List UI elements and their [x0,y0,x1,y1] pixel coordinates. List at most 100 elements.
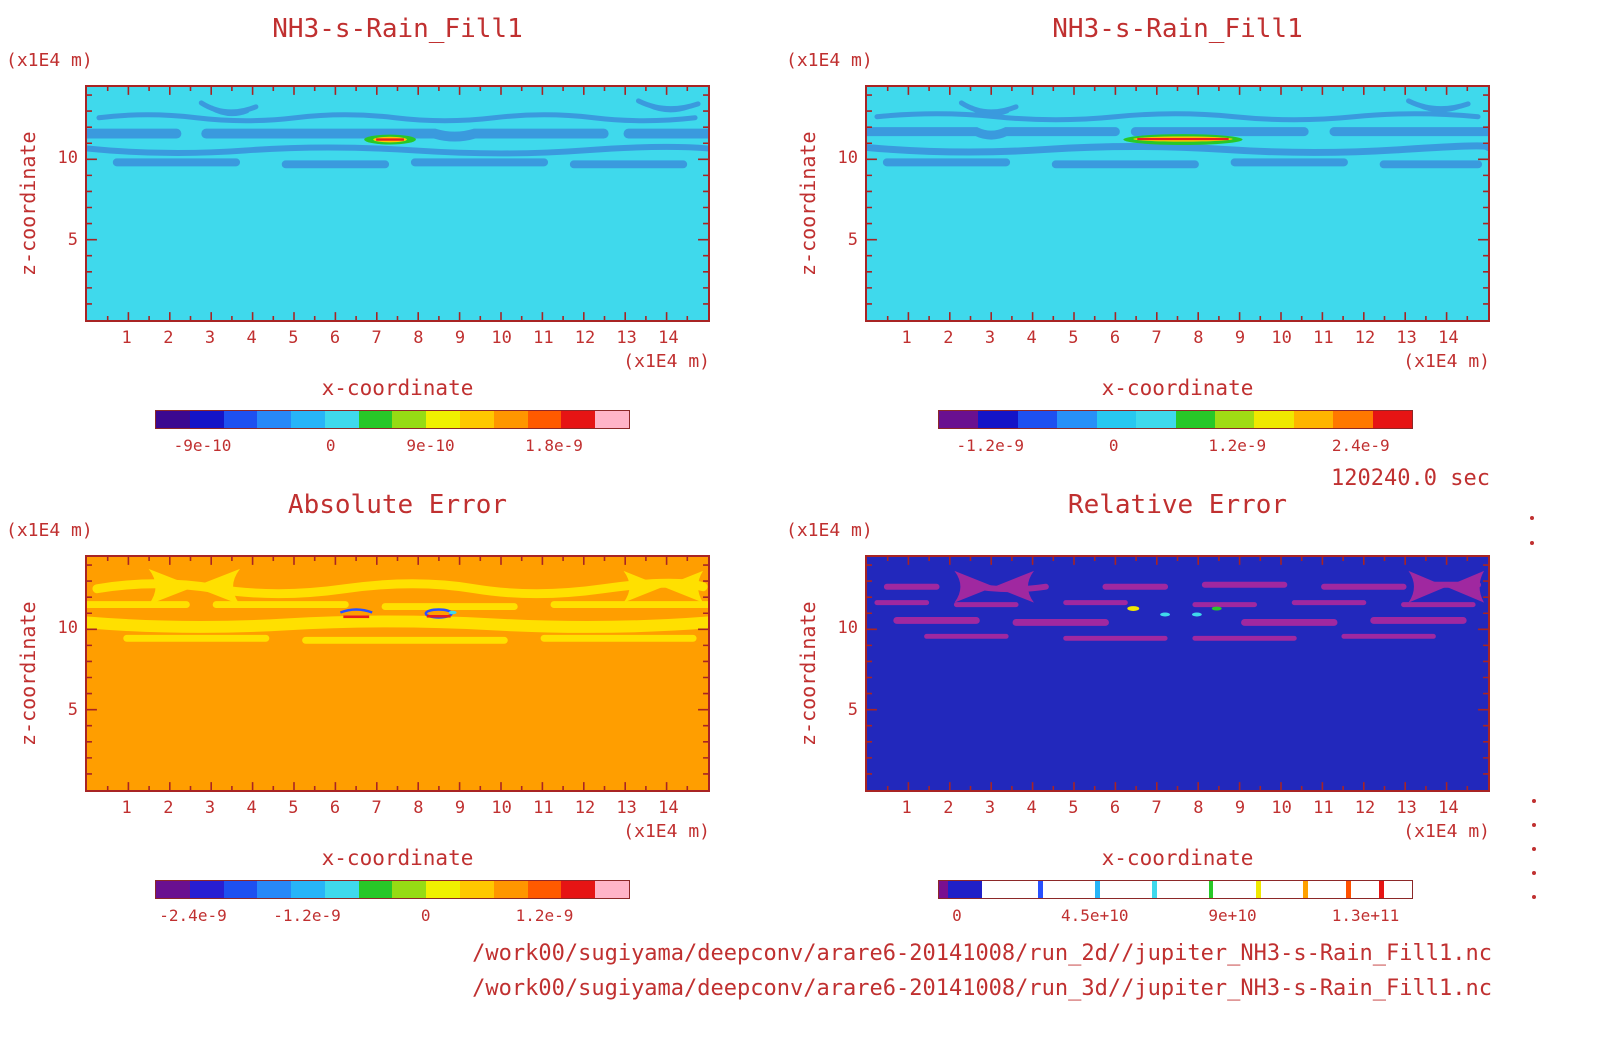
x-axis-unit: (x1E4 m) [623,821,710,842]
colorbar-segment [948,881,982,898]
x-tick-label: 7 [371,798,382,818]
plot-area [865,555,1490,792]
x-tick-label: 5 [1068,798,1079,818]
colorbar-tick-label: -1.2e-9 [273,906,341,925]
colorbar-segment [1260,881,1304,898]
colorbar-segment [358,881,393,898]
x-tick-label: 8 [1193,328,1204,348]
x-tick-label: 14 [1438,798,1459,818]
colorbar-segment [189,411,224,428]
colorbar-tick-label: -2.4e-9 [159,906,227,925]
y-tick-label: 5 [67,230,78,251]
stray-dot [1532,871,1536,875]
x-axis-unit: (x1E4 m) [1403,821,1490,842]
colorbar-segment [493,411,528,428]
x-tick-label: 3 [204,328,216,348]
y-axis-label: z-coordinate [796,131,820,276]
contour-field [867,557,1488,790]
contour-bands [874,581,1482,641]
page-title: NH3-s-Rain_Fill1 [1052,14,1303,44]
colorbar-segment [595,411,629,428]
colorbar-tick-label: 9e-10 [406,436,455,455]
y-tick-label: 10 [57,148,78,169]
y-axis-unit: (x1E4 m) [6,520,93,541]
contour-field [87,87,708,320]
y-tick-label: 10 [57,618,78,639]
colorbar-segment [257,411,292,428]
x-tick-label: 2 [163,798,174,818]
x-tick-label: 10 [491,328,512,348]
colorbar-segment [1303,881,1308,898]
x-tick-label: 6 [329,798,341,818]
x-tick-label: 6 [1109,798,1121,818]
colorbar-segment [1038,881,1044,898]
y-axis-label: z-coordinate [796,601,820,746]
colorbar-segment [1151,881,1157,898]
x-tick-label: 3 [204,798,216,818]
x-tick-label: 13 [1396,328,1417,348]
colorbar-segment [981,881,1039,898]
y-tick-label: 10 [837,148,858,169]
colorbar-segment [1096,411,1137,428]
x-tick-label: 9 [454,798,466,818]
colorbar-segment [223,881,258,898]
y-tick-label: 5 [847,230,858,251]
x-tick-label: 3 [984,328,996,348]
colorbar-segment [324,881,359,898]
axis-tick-marks [87,87,708,320]
source-file-path-3d: /work00/sugiyama/deepconv/arare6-2014100… [472,976,1492,1001]
stray-dot [1532,895,1536,899]
colorbar-tick-label: 0 [325,436,336,455]
page-title: NH3-s-Rain_Fill1 [272,14,523,44]
x-tick-label: 10 [1271,798,1292,818]
y-tick-labels: 10 5 [48,555,78,792]
colorbar-segment [1017,411,1058,428]
x-tick-label: 8 [413,798,424,818]
x-tick-label: 14 [1438,328,1459,348]
colorbar-tick-label: 1.2e-9 [1208,436,1267,455]
axis-tick-marks [867,87,1488,320]
colorbar-segment [460,881,494,898]
x-tick-label: 5 [288,798,299,818]
colorbar-segment [1383,881,1412,898]
x-tick-label: 1 [121,328,132,348]
x-tick-label: 3 [984,798,996,818]
colorbar-segment [527,881,562,898]
positive-peak [1123,134,1243,146]
colorbar-labels: 0 4.5e+10 9e+10 1.3e+11 [938,906,1413,926]
colorbar [155,880,630,899]
contour-field [867,87,1488,320]
x-tick-label: 13 [616,328,637,348]
y-axis-unit: (x1E4 m) [786,50,873,71]
y-tick-label: 5 [67,700,78,721]
x-tick-label: 12 [1354,798,1376,818]
colorbar-segment [291,881,325,898]
colorbar [938,880,1413,899]
x-axis-unit: (x1E4 m) [623,351,710,372]
x-tick-labels: 1 2 3 4 5 6 7 8 9 10 11 12 13 14 [85,798,710,820]
contour-bands [867,98,1488,169]
x-tick-label: 9 [1234,798,1246,818]
page-title: Absolute Error [287,490,508,520]
x-tick-label: 10 [491,798,512,818]
stray-dot [1530,516,1534,520]
axis-tick-marks [87,557,708,790]
colorbar-segment [1043,881,1096,898]
colorbar-segment [426,411,461,428]
x-tick-labels: 1 2 3 4 5 6 7 8 9 10 11 12 13 14 [865,798,1490,820]
plot-area [85,85,710,322]
footer-paths: /work00/sugiyama/deepconv/arare6-2014100… [292,936,1492,1006]
colorbar-segment [392,881,427,898]
x-tick-label: 12 [574,328,596,348]
x-tick-label: 9 [1234,328,1246,348]
colorbar-segment [1095,881,1100,898]
x-tick-label: 8 [1193,798,1204,818]
x-tick-label: 11 [533,798,554,818]
colorbar-segment [1057,411,1097,428]
x-tick-label: 12 [1354,328,1376,348]
colorbar-segment [1213,881,1256,898]
colorbar-tick-label: 2.4e-9 [1331,436,1390,455]
colorbar-segment [978,411,1018,428]
x-tick-label: 9 [454,328,466,348]
colorbar-labels: -9e-10 0 9e-10 1.8e-9 [155,436,630,456]
